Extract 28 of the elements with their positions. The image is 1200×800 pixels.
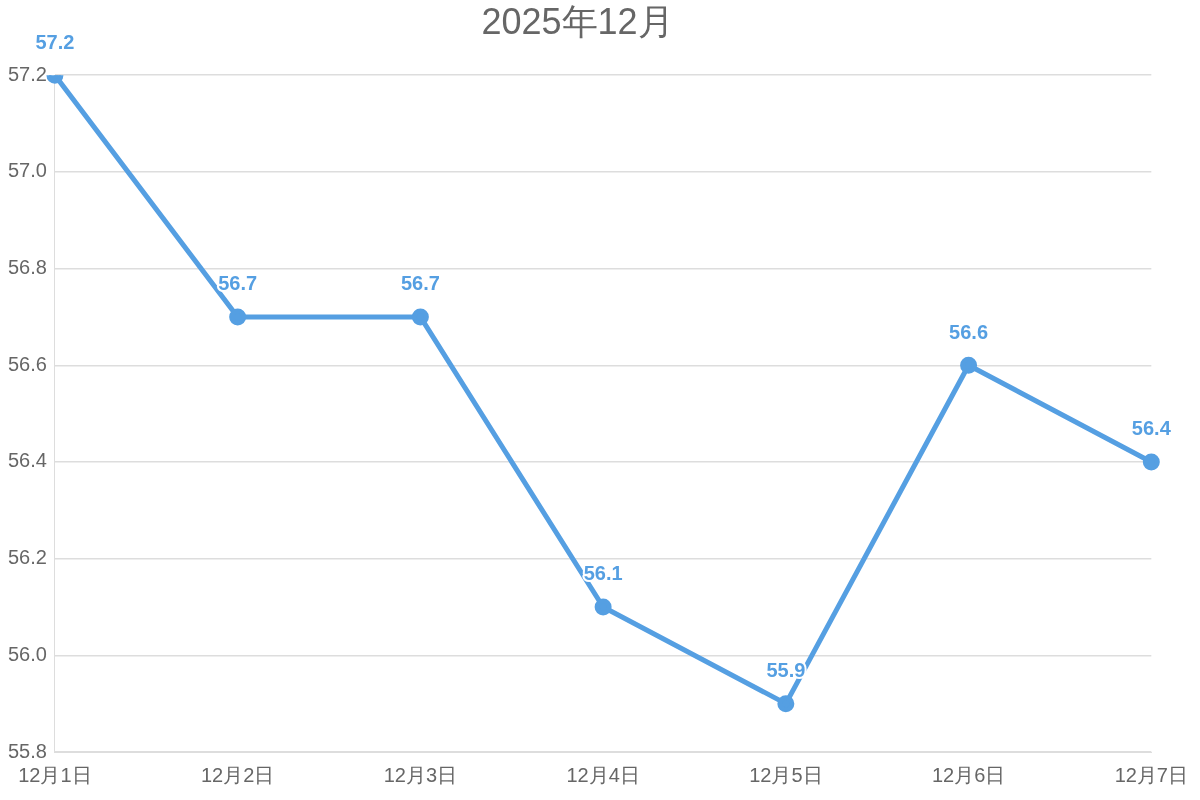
y-tick-label: 57.2	[7, 62, 47, 85]
x-tick-label: 12月2日	[200, 763, 275, 786]
x-tick-label: 12月5日	[749, 763, 823, 786]
x-tick-label: 12月7日	[1114, 763, 1188, 786]
point	[960, 356, 978, 374]
data-label: 56.7	[400, 272, 440, 295]
data-label: 56.4	[1131, 417, 1172, 440]
data-label: 56.1	[583, 562, 623, 585]
point	[1142, 453, 1160, 471]
y-tick-label: 56.2	[7, 546, 47, 569]
y-tick-label: 57.0	[7, 159, 47, 182]
point	[594, 598, 612, 616]
x-tick-label: 12月1日	[18, 763, 92, 786]
point	[777, 695, 795, 713]
data-label: 56.7	[218, 272, 258, 295]
y-tick-label: 56.6	[7, 352, 47, 375]
chart-title: 2025年12月	[481, 0, 674, 42]
y-tick-label: 56.4	[7, 449, 47, 472]
data-label: 57.2	[35, 30, 75, 53]
y-tick-label: 55.8	[7, 739, 47, 762]
x-tick-label: 12月3日	[383, 763, 458, 786]
point	[229, 308, 247, 326]
y-tick-label: 56.0	[7, 642, 47, 665]
x-tick-label: 12月6日	[931, 763, 1006, 786]
x-tick-label: 12月4日	[566, 763, 640, 786]
point	[411, 308, 429, 326]
data-label: 56.6	[949, 320, 989, 343]
y-tick-label: 56.8	[7, 256, 47, 279]
